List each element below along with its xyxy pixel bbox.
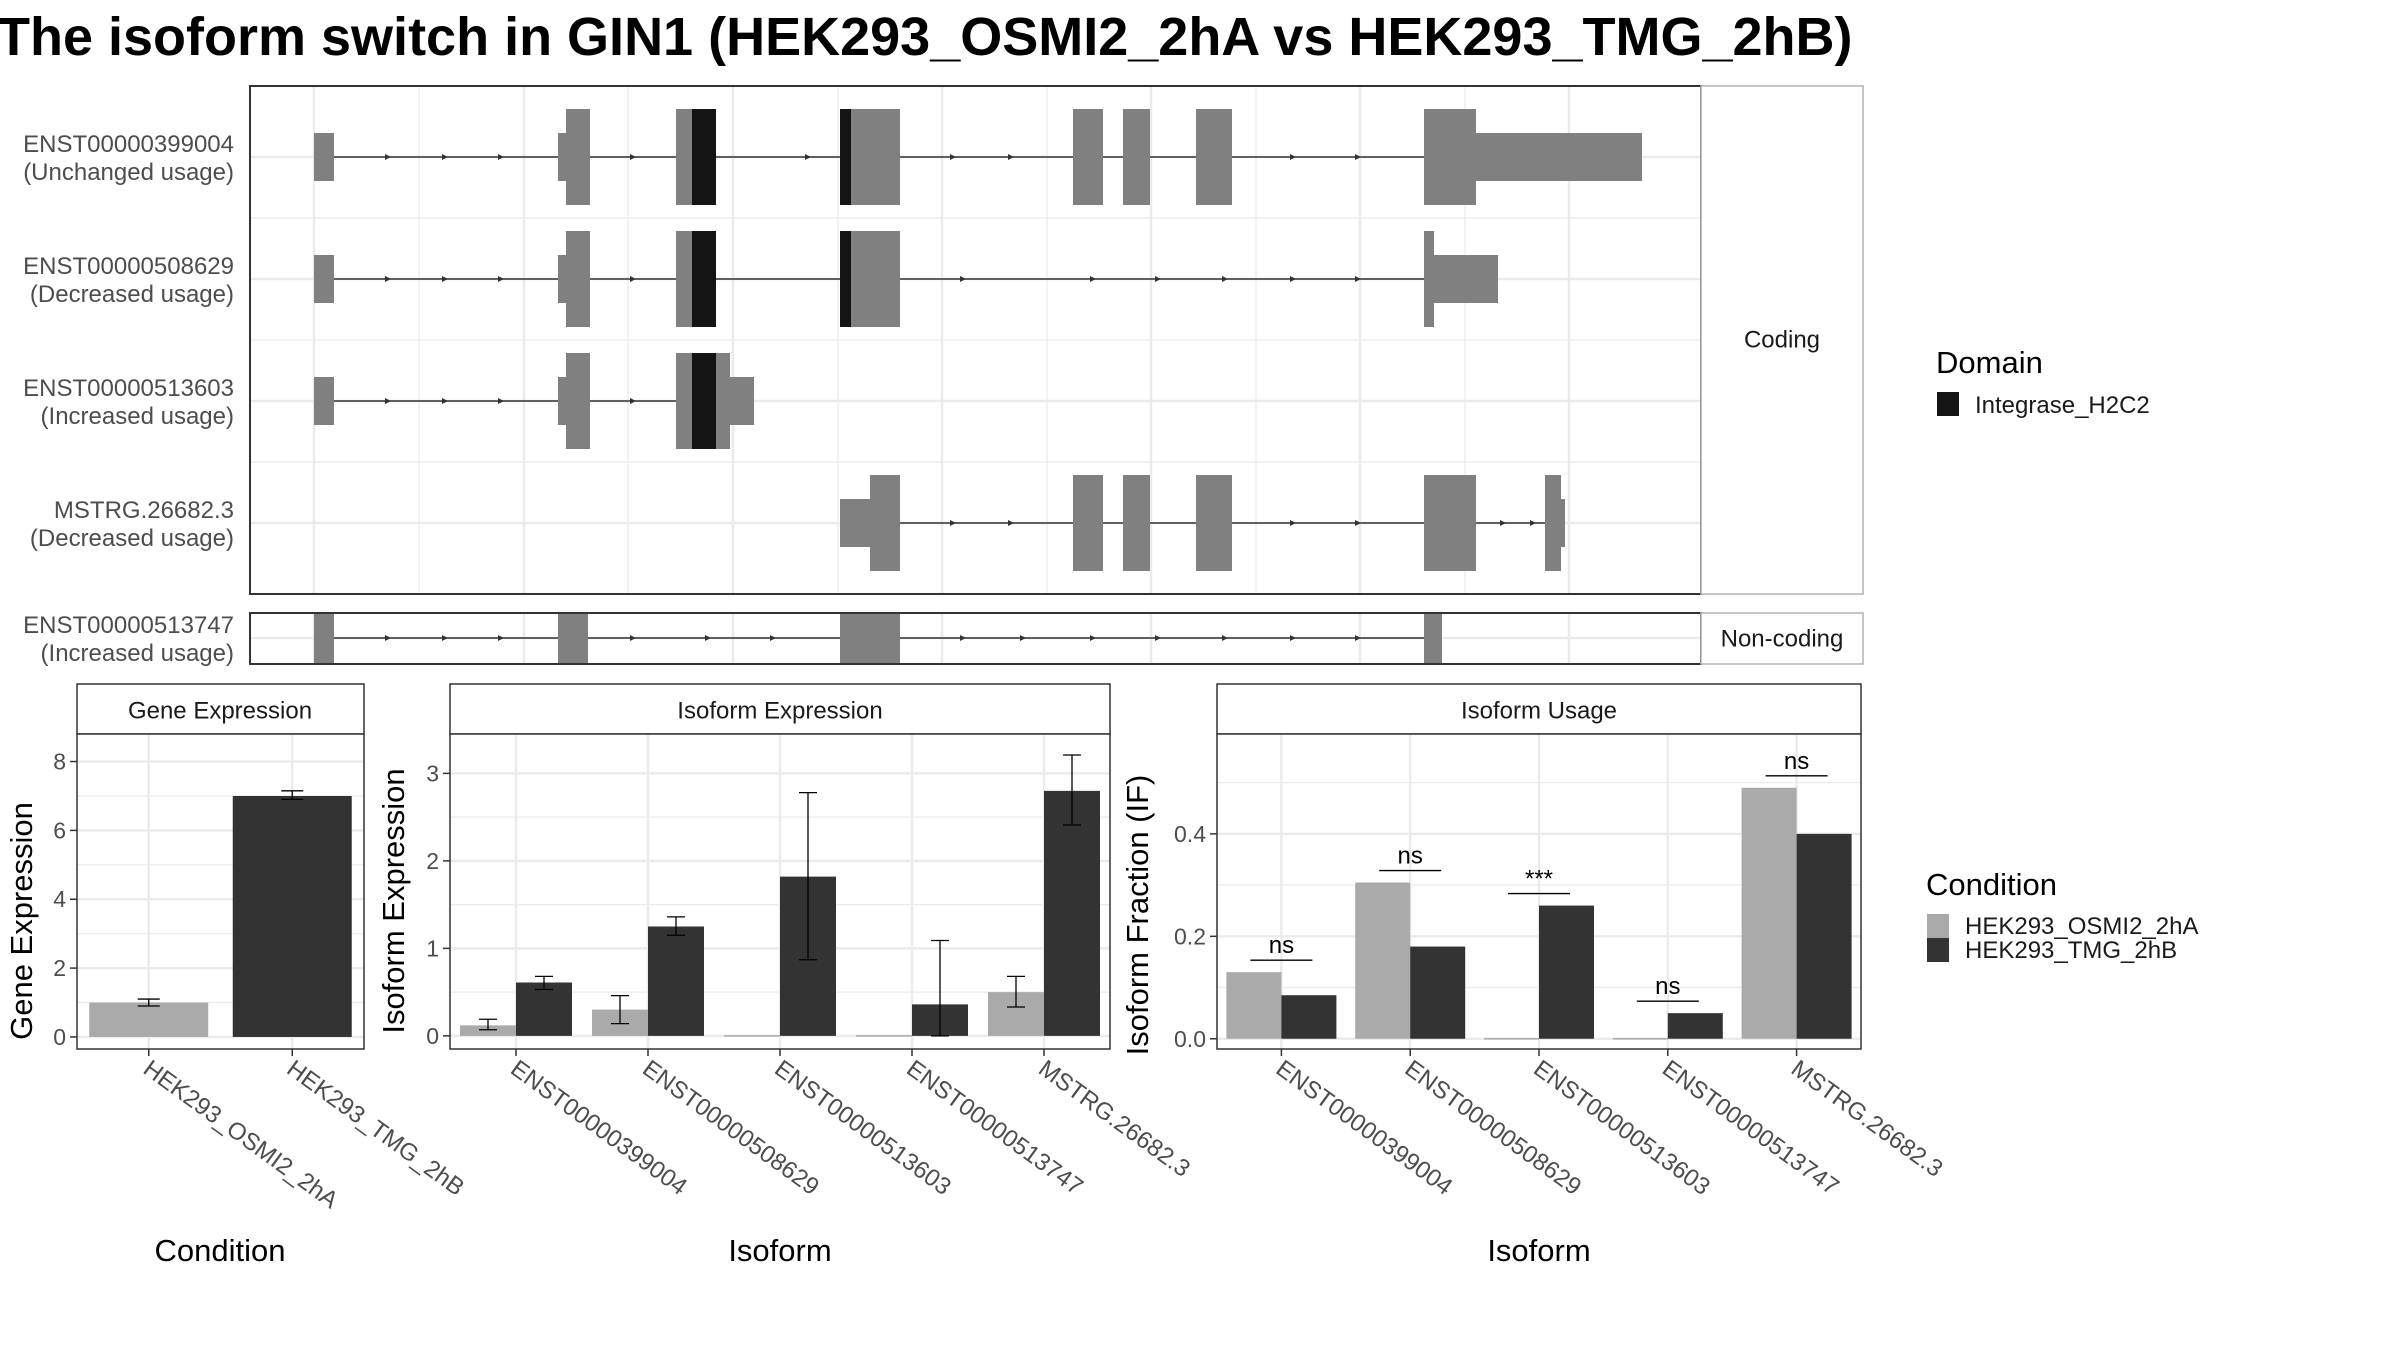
plot-border xyxy=(76,733,365,1050)
structure-coding-panel: Coding xyxy=(249,85,1864,595)
y-tick-label: 0 xyxy=(426,1023,439,1049)
significance-label: *** xyxy=(1525,866,1553,893)
transcript-ENST00000399004-model xyxy=(314,109,1642,205)
condition-legend-swatch-b xyxy=(1927,938,1949,962)
bar xyxy=(89,1002,209,1037)
bar xyxy=(856,1035,912,1037)
integrase-h2c2-domain xyxy=(692,353,716,449)
isoform-expression-strip-label: Isoform Expression xyxy=(677,697,882,724)
condition-legend-label-b: HEK293_TMG_2hB xyxy=(1965,937,2177,964)
bar xyxy=(724,1035,780,1037)
isoform-expression-y-title: Isoform Expression xyxy=(376,768,411,1033)
isoform-expression-x-title: Isoform xyxy=(728,1233,831,1268)
transcript-ENST00000508629-model xyxy=(314,231,1498,327)
isoform-usage-strip-label: Isoform Usage xyxy=(1461,697,1617,724)
isoform-usage-y-title: Isoform Fraction (IF) xyxy=(1120,775,1155,1056)
y-tick-label: 0.0 xyxy=(1174,1026,1206,1052)
integrase-h2c2-domain xyxy=(692,231,851,327)
transcript-MSTRG.26682.3-model xyxy=(840,475,1565,571)
transcript-3-id: ENST00000513603 xyxy=(23,375,234,402)
isoform-expression-panel: Isoform Expression Isoform Isoform Expre… xyxy=(376,683,1195,1268)
condition-legend-label-a: HEK293_OSMI2_2hA xyxy=(1965,913,2198,940)
y-tick-label: 0.4 xyxy=(1174,821,1206,847)
isoform-usage-strip xyxy=(1216,683,1862,735)
condition-legend: Condition HEK293_OSMI2_2hA HEK293_TMG_2h… xyxy=(1926,867,2198,964)
bar xyxy=(1410,946,1466,1039)
gene-expression-y-title: Gene Expression xyxy=(4,802,39,1040)
gene-expression-strip-label: Gene Expression xyxy=(128,697,312,724)
bar xyxy=(1741,787,1797,1039)
bar xyxy=(1355,882,1411,1039)
bar xyxy=(232,795,352,1037)
isoform-expression-strip xyxy=(449,683,1111,735)
y-tick-label: 4 xyxy=(53,886,66,912)
y-tick-label: 2 xyxy=(426,848,439,874)
transcript-1-usage: (Unchanged usage) xyxy=(23,159,234,186)
y-tick-label: 2 xyxy=(53,955,66,981)
bar xyxy=(1539,905,1594,1039)
bar xyxy=(1484,1038,1539,1040)
y-tick-label: 6 xyxy=(53,817,66,843)
y-tick-label: 0 xyxy=(53,1024,66,1050)
bar xyxy=(1226,972,1282,1039)
gene-expression-x-title: Condition xyxy=(155,1233,286,1268)
coding-strip-label: Coding xyxy=(1744,326,1820,353)
isoform-usage-x-title: Isoform xyxy=(1487,1233,1590,1268)
domain-legend-title: Domain xyxy=(1936,345,2043,380)
transcript-4-id: MSTRG.26682.3 xyxy=(54,497,234,524)
isoform-usage-panel: Isoform Usage Isoform Isoform Fraction (… xyxy=(1120,683,1948,1268)
bar xyxy=(460,1025,516,1036)
transcript-3-usage: (Increased usage) xyxy=(41,403,234,430)
y-tick-label: 3 xyxy=(426,760,439,786)
noncoding-strip-label: Non-coding xyxy=(1721,625,1844,652)
condition-legend-swatch-a xyxy=(1927,914,1949,938)
bar xyxy=(1667,1013,1723,1039)
transcript-5-usage: (Increased usage) xyxy=(41,640,234,667)
transcript-4-usage: (Decreased usage) xyxy=(30,525,234,552)
significance-label: ns xyxy=(1784,748,1809,775)
bar xyxy=(516,982,572,1036)
bar xyxy=(1044,790,1100,1036)
transcript-2-id: ENST00000508629 xyxy=(23,253,234,280)
bar xyxy=(648,926,704,1036)
domain-legend-swatch xyxy=(1937,392,1959,416)
coding-strip xyxy=(1700,85,1864,595)
significance-label: ns xyxy=(1398,843,1423,870)
noncoding-strip xyxy=(1700,612,1864,665)
significance-label: ns xyxy=(1655,973,1680,1000)
y-tick-label: 1 xyxy=(426,935,439,961)
bar xyxy=(1612,1038,1668,1040)
bar xyxy=(1796,833,1852,1039)
transcript-1-id: ENST00000399004 xyxy=(23,131,234,158)
structure-noncoding-panel: Non-coding xyxy=(249,612,1864,665)
domain-legend: Domain Integrase_H2C2 xyxy=(1936,345,2150,419)
transcript-2-usage: (Decreased usage) xyxy=(30,281,234,308)
transcript-labels: ENST00000399004 (Unchanged usage) ENST00… xyxy=(23,131,234,667)
transcript-ENST00000513603-model xyxy=(314,353,754,449)
condition-legend-title: Condition xyxy=(1926,867,2057,902)
transcript-ENST00000513747-model xyxy=(314,614,1442,663)
bar xyxy=(1281,995,1337,1039)
y-tick-label: 0.2 xyxy=(1174,923,1206,949)
transcript-5-id: ENST00000513747 xyxy=(23,612,234,639)
significance-label: ns xyxy=(1269,932,1294,959)
y-tick-label: 8 xyxy=(53,749,66,775)
domain-legend-label: Integrase_H2C2 xyxy=(1975,392,2150,419)
integrase-h2c2-domain xyxy=(692,109,851,205)
figure-title: The isoform switch in GIN1 (HEK293_OSMI2… xyxy=(0,7,1853,67)
